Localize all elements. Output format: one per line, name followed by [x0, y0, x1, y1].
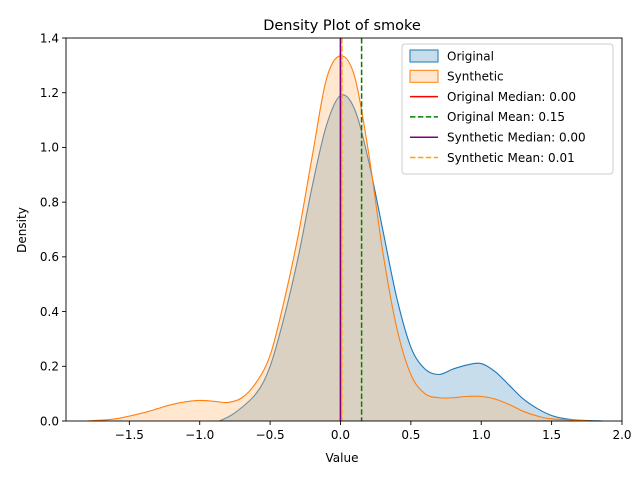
- legend-label-reference-4: Synthetic Mean: 0.01: [447, 151, 575, 165]
- original-density-area: [219, 94, 603, 422]
- legend-label-original: Original: [447, 49, 494, 63]
- y-tick-label: 0.6: [40, 250, 59, 264]
- legend-label-reference-3: Synthetic Median: 0.00: [447, 131, 586, 145]
- y-tick-label: 0.2: [40, 360, 59, 374]
- y-tick-label: 1.2: [40, 86, 59, 100]
- legend-swatch-original: [409, 49, 439, 63]
- y-tick-label: 0.8: [40, 195, 59, 209]
- legend-label-reference-1: Original Median: 0.00: [447, 90, 576, 104]
- y-axis: 0.0 0.2 0.4 0.6 0.8 1.0 1.2 1.4: [40, 31, 66, 428]
- x-tick-label: 0.5: [401, 428, 420, 442]
- chart-title: Density Plot of smoke: [263, 18, 421, 34]
- legend-label-synthetic: Synthetic: [447, 70, 504, 84]
- y-tick-label: 1.4: [40, 31, 59, 45]
- x-tick-label: 0.0: [331, 428, 350, 442]
- legend-swatch-synthetic: [409, 69, 439, 83]
- x-tick-label: −1.0: [185, 428, 214, 442]
- x-tick-label: −0.5: [256, 428, 285, 442]
- x-axis-label: Value: [326, 451, 359, 465]
- legend: Original Synthetic Original Median: 0.00 Or…: [401, 43, 614, 175]
- legend-box: [401, 43, 614, 175]
- x-tick-label: 2.0: [612, 428, 631, 442]
- plot-area: [65, 37, 623, 422]
- y-axis-label: Density: [15, 207, 29, 253]
- x-tick-label: 1.0: [472, 428, 491, 442]
- x-axis: −1.5 −1.0 −0.5 0.0 0.5 1.0 1.5 2.0: [115, 421, 632, 442]
- original-density-line: [219, 94, 603, 422]
- y-tick-label: 0.4: [40, 305, 59, 319]
- x-tick-label: 1.5: [542, 428, 561, 442]
- y-tick-label: 0.0: [40, 414, 59, 428]
- x-tick-label: −1.5: [115, 428, 144, 442]
- y-tick-label: 1.0: [40, 141, 59, 155]
- plot-frame: [65, 37, 623, 422]
- legend-label-reference-2: Original Mean: 0.15: [447, 110, 565, 124]
